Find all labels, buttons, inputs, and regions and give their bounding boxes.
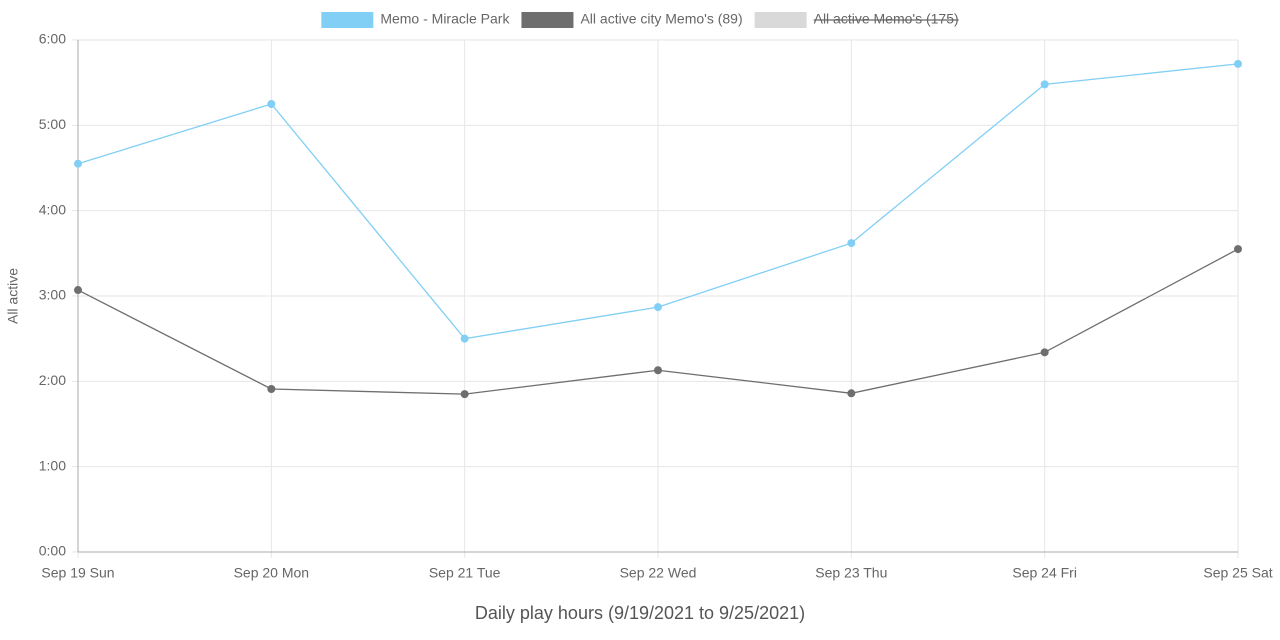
y-tick-label: 0:00 [39, 543, 66, 559]
data-point [460, 334, 469, 343]
legend-swatch[interactable] [321, 12, 374, 28]
y-tick-label: 2:00 [39, 372, 66, 388]
x-axis-title: Daily play hours (9/19/2021 to 9/25/2021… [475, 603, 805, 623]
legend-label[interactable]: Memo - Miracle Park [380, 11, 510, 27]
legend-swatch[interactable] [754, 12, 807, 28]
data-point [1234, 245, 1242, 254]
y-tick-label: 3:00 [39, 287, 66, 303]
legend-label[interactable]: All active city Memo's (89) [580, 11, 742, 27]
y-tick-label: 5:00 [39, 116, 66, 132]
data-point [267, 100, 276, 108]
data-point [74, 286, 82, 295]
legend-swatch[interactable] [521, 12, 574, 28]
data-point [654, 366, 662, 375]
legend-label[interactable]: All active Memo's (175) [814, 11, 959, 27]
y-axis-title: All active [5, 268, 21, 324]
x-tick-label: Sep 22 Wed [620, 565, 697, 581]
y-tick-label: 4:00 [39, 201, 66, 217]
x-tick-label: Sep 23 Thu [815, 565, 887, 581]
x-tick-label: Sep 20 Mon [234, 565, 310, 581]
data-point [1040, 348, 1049, 357]
y-tick-label: 6:00 [39, 31, 66, 47]
data-point [1234, 59, 1242, 68]
x-tick-label: Sep 24 Fri [1012, 565, 1077, 581]
data-point [267, 385, 276, 394]
data-point [654, 303, 662, 312]
data-point [74, 159, 82, 168]
x-tick-label: Sep 25 Sat [1203, 565, 1272, 581]
x-tick-label: Sep 21 Tue [429, 565, 501, 581]
data-point [847, 389, 856, 398]
data-point [460, 390, 469, 399]
data-point [1040, 80, 1049, 89]
y-tick-label: 1:00 [39, 457, 66, 473]
x-tick-label: Sep 19 Sun [41, 565, 114, 581]
data-point [847, 239, 856, 248]
